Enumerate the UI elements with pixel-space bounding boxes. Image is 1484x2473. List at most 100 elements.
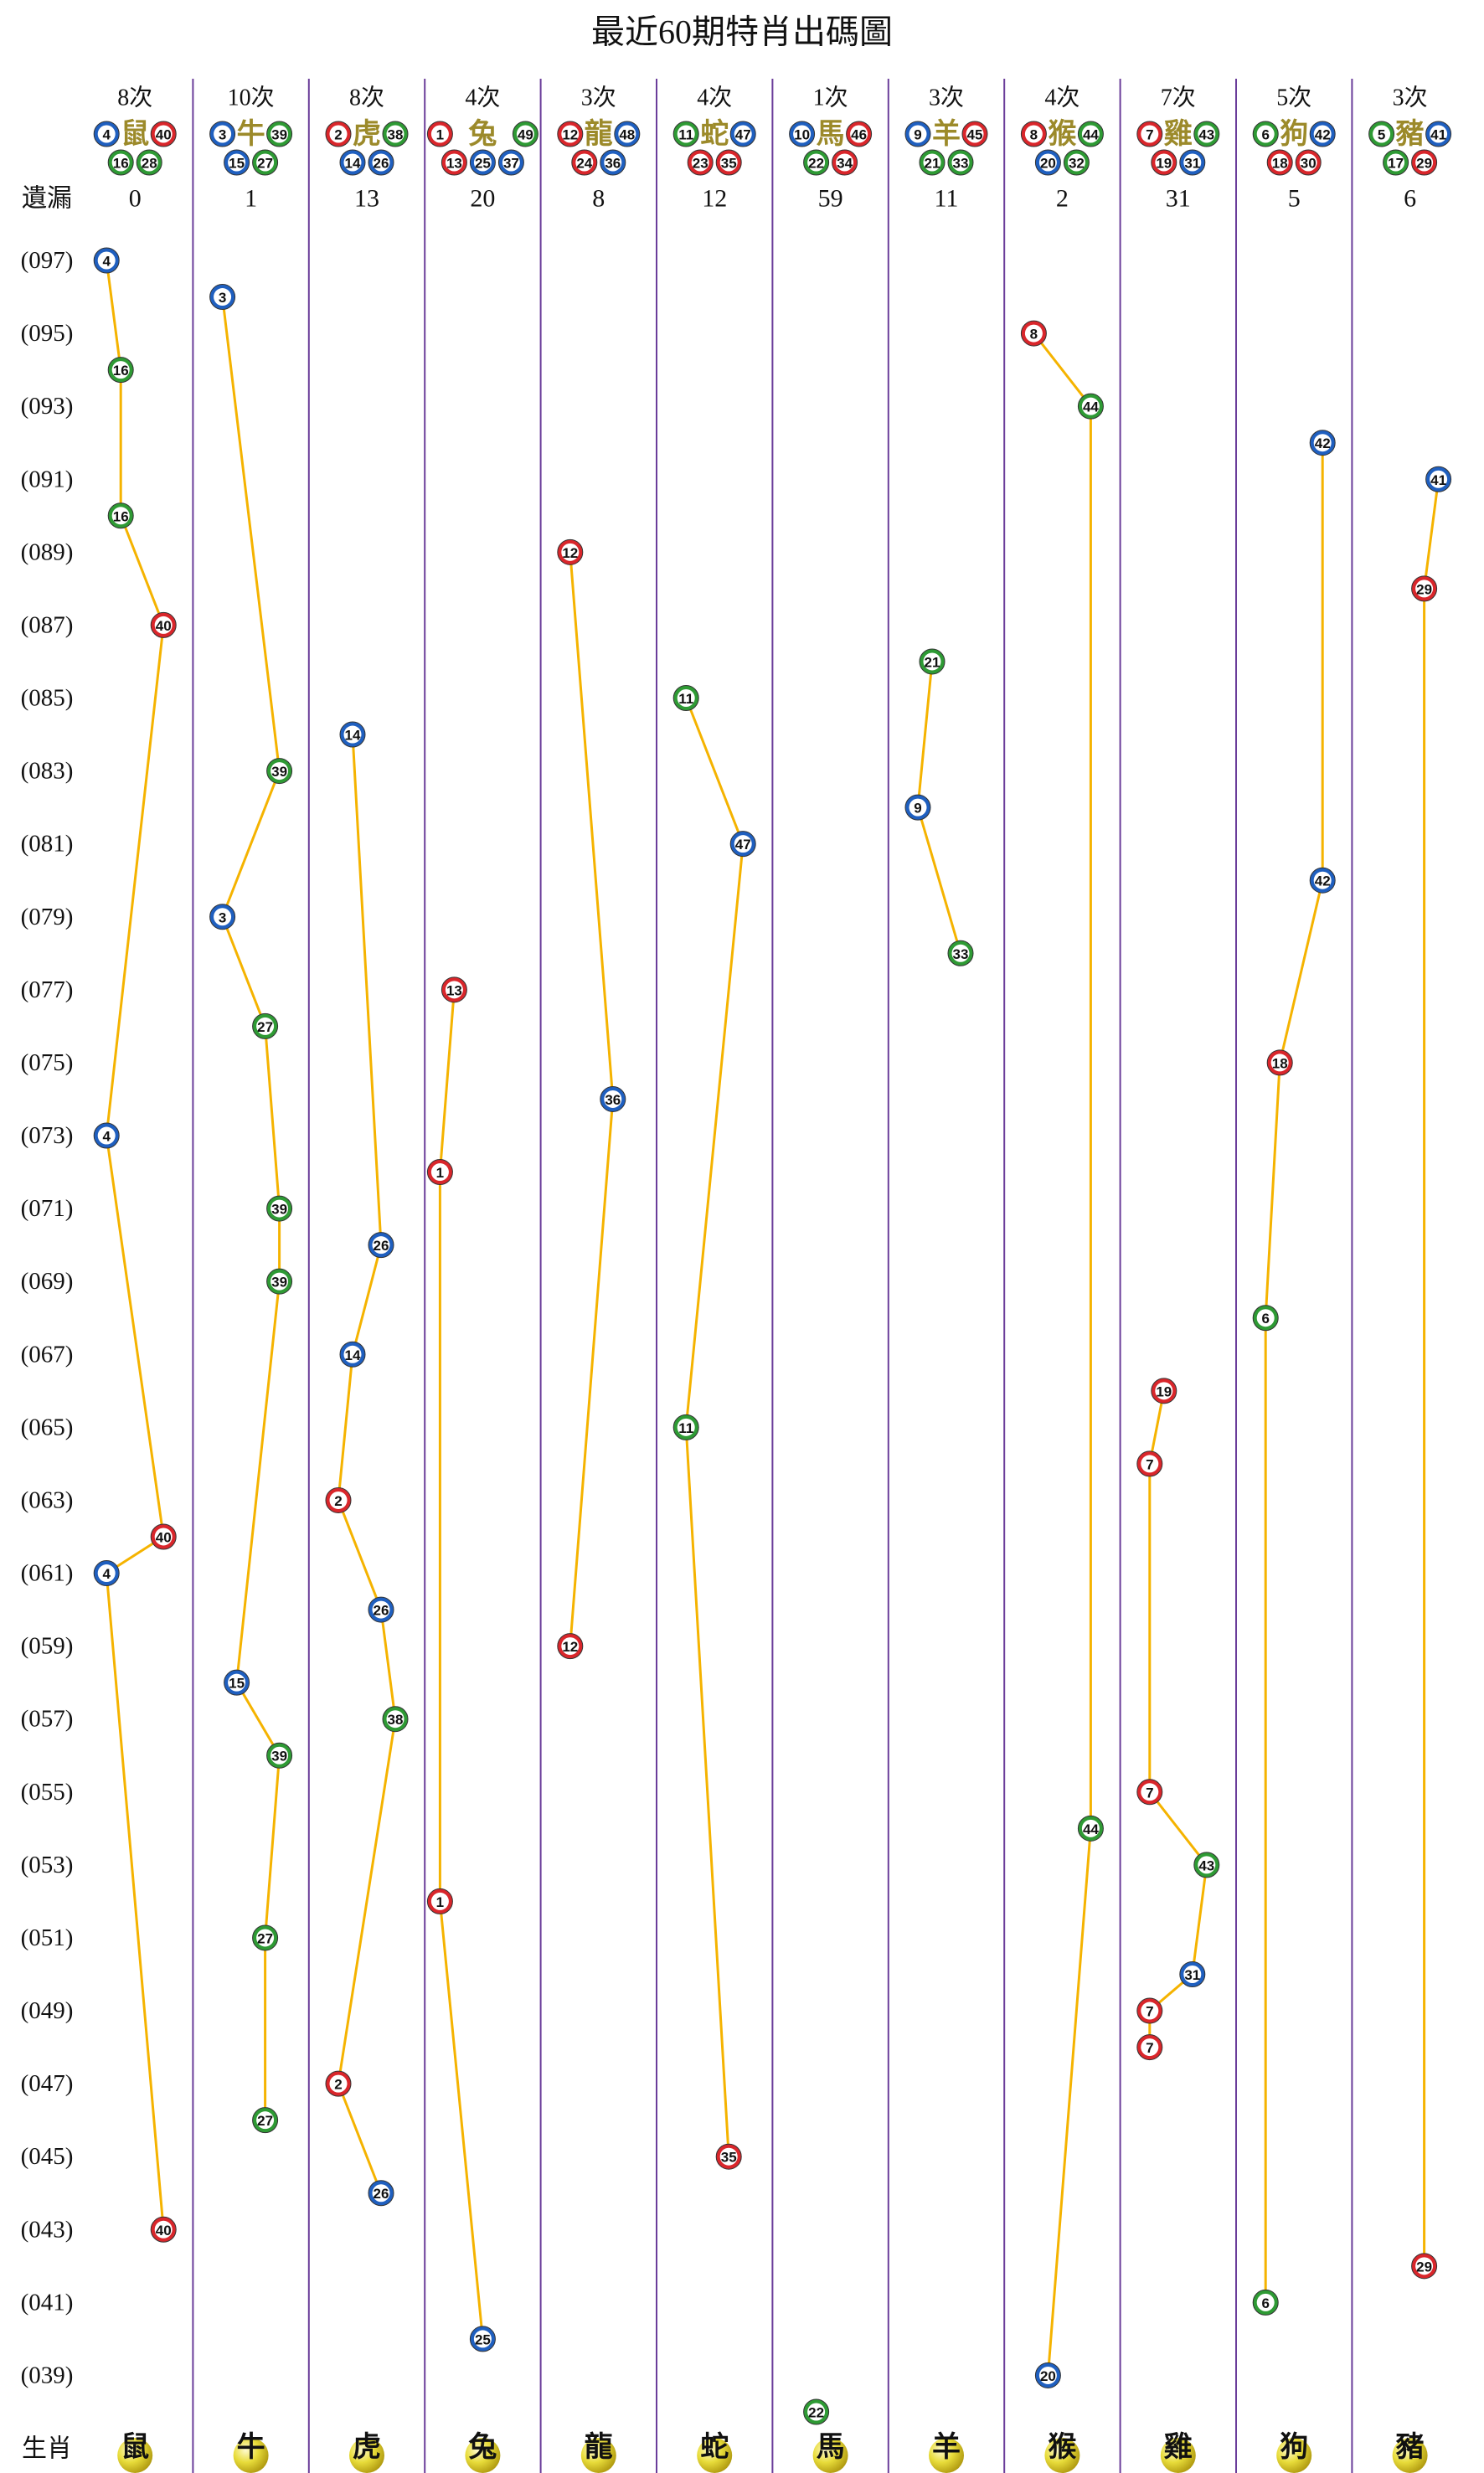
draw-ball-face	[154, 616, 173, 634]
header-ball-face	[111, 153, 130, 172]
draw-ball-face	[734, 835, 752, 853]
draw-ball-face	[1141, 1455, 1159, 1473]
y-tick-label: (085)	[21, 685, 74, 712]
header-ball-face	[516, 125, 534, 143]
series-line	[337, 734, 397, 2194]
header-ball-number: 7	[1146, 127, 1153, 143]
zodiac-footer: 馬	[817, 2430, 845, 2464]
zodiac-header: 蛇	[700, 117, 729, 151]
draw-ball-face	[719, 2147, 738, 2166]
chart-title: 最近60期特肖出碼圖	[591, 13, 893, 51]
draw-ball-number: 27	[257, 2113, 273, 2129]
header-ball: 41	[1425, 121, 1452, 147]
draw-ball-face	[372, 1236, 390, 1255]
header-ball-number: 2	[334, 127, 342, 143]
draw-ball: 40	[150, 1523, 177, 1550]
header-ball-face	[793, 125, 812, 143]
header-ball-number: 42	[1315, 127, 1331, 143]
y-tick-label: (065)	[21, 1414, 74, 1440]
draw-ball-number: 40	[156, 1529, 172, 1545]
draw-ball-number: 12	[562, 545, 578, 561]
y-tick-label: (059)	[21, 1633, 74, 1660]
draw-ball-face	[1155, 1382, 1173, 1400]
header-ball-number: 16	[113, 156, 129, 172]
draw-ball-face	[1141, 2002, 1159, 2020]
draw-ball-number: 43	[1198, 1857, 1214, 1873]
header-ball-face	[1183, 153, 1202, 172]
draw-ball: 7	[1136, 1997, 1163, 2024]
draw-ball-face	[271, 762, 289, 781]
header-ball-face	[1430, 125, 1448, 143]
draw-ball-face	[372, 1600, 390, 1619]
header-ball-face	[807, 153, 826, 172]
draw-ball-number: 26	[374, 2186, 389, 2202]
missing-value: 0	[129, 185, 142, 213]
draw-ball-number: 1	[436, 1894, 444, 1910]
draw-ball-face	[329, 2074, 348, 2093]
missing-value: 13	[354, 185, 379, 213]
draw-ball-face	[1270, 1054, 1289, 1072]
draw-ball-face	[228, 1673, 246, 1692]
draw-ball-number: 29	[1416, 2259, 1432, 2275]
draw-ball-face	[271, 1746, 289, 1765]
header-ball: 34	[832, 149, 858, 176]
header-ball-face	[923, 153, 941, 172]
header-ball-number: 31	[1184, 156, 1200, 172]
zodiac-ball	[1392, 2438, 1428, 2473]
header-ball-face	[1024, 125, 1043, 143]
draw-ball-face	[1038, 2366, 1057, 2384]
header-ball-number: 26	[374, 156, 389, 172]
draw-ball-number: 3	[219, 909, 226, 925]
y-tick-label: (097)	[21, 247, 74, 274]
draw-ball: 16	[107, 357, 134, 384]
draw-ball: 36	[600, 1085, 626, 1112]
header-ball-number: 34	[837, 156, 853, 172]
draw-ball-number: 2	[334, 1493, 342, 1509]
header-ball: 2	[325, 121, 352, 147]
draw-ball: 1	[426, 1888, 453, 1914]
draw-ball-face	[111, 361, 130, 379]
header-ball: 40	[150, 121, 177, 147]
draw-ball-face	[256, 1017, 275, 1035]
header-ball: 15	[224, 149, 250, 176]
zodiac-ball	[465, 2438, 501, 2473]
count-label: 3次	[1393, 85, 1428, 111]
zodiac-footer: 狗	[1280, 2430, 1308, 2464]
zodiac-footer: 豬	[1396, 2430, 1425, 2464]
draw-ball-number: 26	[374, 1238, 389, 1254]
zodiac-ball	[1276, 2438, 1312, 2473]
draw-ball-number: 16	[113, 508, 129, 524]
zodiac-footer: 雞	[1164, 2430, 1193, 2464]
draw-ball-number: 47	[735, 837, 751, 853]
header-ball: 11	[672, 121, 699, 147]
draw-ball: 33	[947, 940, 974, 966]
draw-ball-face	[1141, 2038, 1159, 2057]
draw-ball-number: 29	[1416, 581, 1432, 597]
count-label: 8次	[117, 85, 152, 111]
header-ball-face	[677, 125, 695, 143]
header-ball-number: 46	[851, 127, 867, 143]
y-tick-label: (039)	[21, 2362, 74, 2388]
draw-ball: 42	[1309, 430, 1336, 456]
draw-ball: 3	[209, 904, 236, 930]
header-ball-face	[1141, 125, 1159, 143]
draw-ball: 7	[1136, 1779, 1163, 1806]
count-label: 5次	[1276, 85, 1311, 111]
header-ball-number: 37	[503, 156, 519, 172]
count-label: 3次	[581, 85, 616, 111]
zodiac-header: 牛	[237, 117, 265, 151]
header-ball-face	[604, 153, 622, 172]
header-ball-face	[951, 153, 970, 172]
zodiac-footer: 虎	[353, 2430, 381, 2464]
y-tick-label: (087)	[21, 611, 74, 638]
y-tick-label: (043)	[21, 2216, 74, 2243]
header-ball-face	[214, 125, 232, 143]
header-ball-face	[1067, 153, 1085, 172]
header-ball: 16	[107, 149, 134, 176]
draw-ball-face	[1256, 1309, 1275, 1327]
draw-ball-face	[271, 1199, 289, 1218]
draw-ball-number: 13	[446, 982, 462, 998]
header-ball-number: 20	[1040, 156, 1056, 172]
header-ball-face	[445, 153, 463, 172]
draw-ball-number: 44	[1083, 399, 1099, 415]
